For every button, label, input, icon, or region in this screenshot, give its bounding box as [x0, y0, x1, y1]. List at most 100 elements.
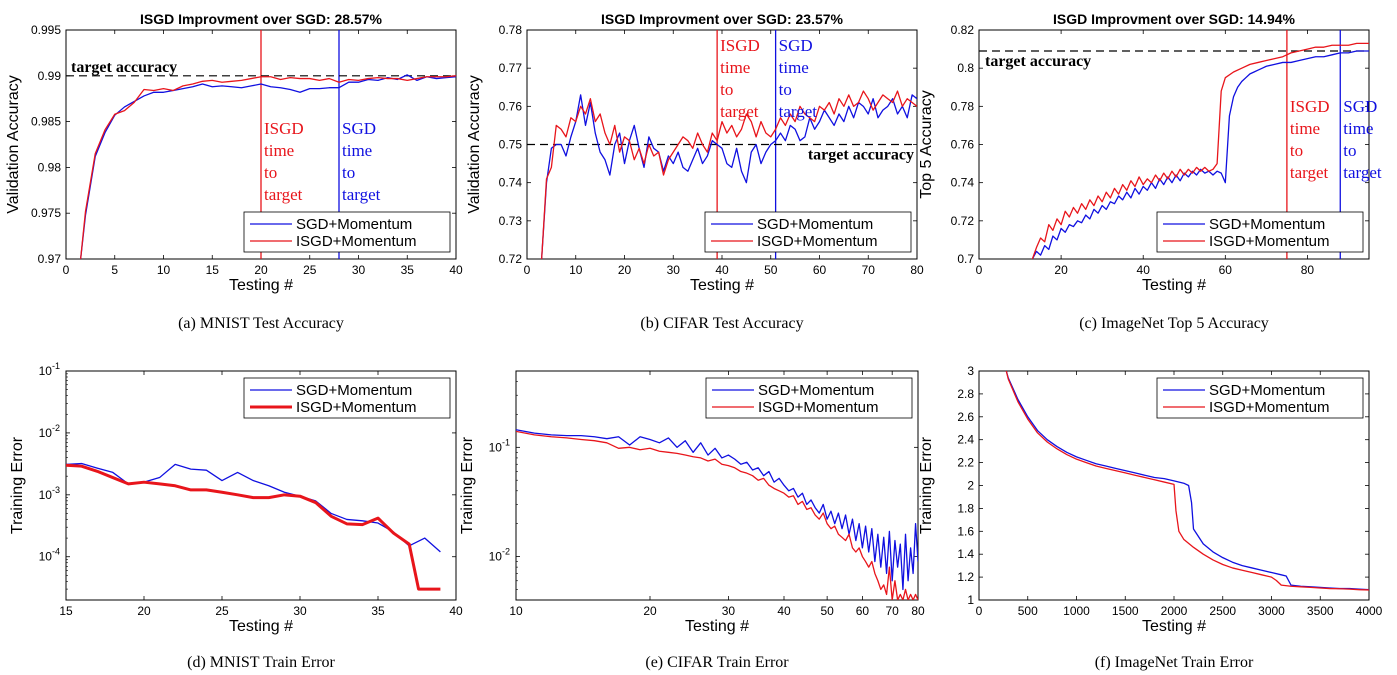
panel-f: 0 500 1000 1500 2000 2500 3000 3500 4000 1 1.2 1.4 1…	[918, 364, 1383, 671]
panel-e: 10 20 30 40 50 60 70 80 10-1 10-2 Testing # Trainin…	[459, 370, 925, 671]
y-tick-exponent: -1	[52, 361, 60, 371]
legend-entry: SGD+Momentum	[758, 382, 874, 399]
x-tick-label: 20	[643, 604, 657, 618]
time-to-target-label: ISGD time to target	[1290, 97, 1330, 182]
y-tick-label: 1.8	[957, 501, 974, 515]
time-to-target-label: SGD time to target	[1343, 97, 1382, 182]
y-tick-label: 1.2	[957, 570, 974, 584]
plot-clip-group	[66, 30, 456, 259]
x-tick-label: 30	[293, 604, 307, 618]
legend-entry: ISGD+Momentum	[296, 399, 416, 416]
time-to-target-word: to	[1290, 141, 1303, 160]
y-tick-label: 10-1	[489, 437, 510, 454]
y-tick-label: 0.995	[31, 23, 61, 37]
y-tick-label: 0.76	[951, 138, 975, 152]
x-tick-label: 10	[569, 263, 583, 277]
panel-c: 0 20 40 60 80 0.7 0.72 0.74 0.76 0.78 0.8 0.82 Testi…	[918, 11, 1382, 332]
series-line-sgd	[1031, 50, 1369, 259]
target-accuracy-label: target accuracy	[985, 53, 1091, 70]
legend-entry: ISGD+Momentum	[1209, 399, 1329, 416]
panel-b: 0 10 20 30 40 50 60 70 80 0.72 0.73 0.74 0.75 0.76 0.7…	[466, 11, 924, 332]
x-tick-label: 3500	[1307, 604, 1334, 618]
chart-title: ISGD Improvment over SGD: 23.57%	[601, 11, 844, 27]
x-tick-label: 15	[59, 604, 73, 618]
y-tick-exponent: -1	[502, 437, 510, 447]
time-to-target-label: ISGD time to target	[720, 36, 760, 121]
series-line-isgd	[516, 430, 918, 600]
y-tick-label: 10-2	[489, 547, 510, 564]
y-tick-label: 0.975	[31, 206, 61, 220]
x-tick-label: 25	[303, 263, 317, 277]
target-accuracy-label: target accuracy	[71, 59, 177, 76]
y-tick-label: 10-1	[39, 361, 60, 378]
y-tick-label: 0.98	[38, 160, 62, 174]
y-tick-label: 3	[967, 364, 974, 378]
x-tick-label: 30	[352, 263, 366, 277]
x-tick-label: 70	[862, 263, 876, 277]
y-tick-exponent: -2	[502, 547, 510, 557]
chart-title: ISGD Improvment over SGD: 14.94%	[1053, 11, 1296, 27]
time-to-target-word: target	[264, 185, 303, 204]
y-tick-label: 2.8	[957, 387, 974, 401]
x-tick-label: 40	[449, 263, 463, 277]
x-tick-label: 60	[813, 263, 827, 277]
y-tick-label: 0.985	[31, 115, 61, 129]
figure-caption: (e) CIFAR Train Error	[645, 654, 789, 671]
figure-caption: (a) MNIST Test Accuracy	[178, 315, 344, 332]
x-tick-label: 50	[820, 604, 834, 618]
x-tick-label: 2500	[1209, 604, 1236, 618]
plot-clip-group	[979, 30, 1369, 259]
time-to-target-label: ISGD time to target	[264, 119, 304, 204]
time-to-target-word: time	[779, 58, 809, 77]
y-tick-label: 10-4	[39, 547, 60, 564]
y-tick-label: 2.4	[957, 433, 974, 447]
y-axis-label: Validation Accuracy	[466, 75, 483, 213]
x-tick-label: 20	[1054, 263, 1068, 277]
y-tick-label: 10-2	[39, 423, 60, 440]
y-tick-label: 0.78	[499, 23, 523, 37]
y-axis-label: Training Error	[918, 436, 935, 534]
legend-box	[705, 377, 913, 419]
y-tick-label: 0.8	[957, 61, 974, 75]
y-tick-label: 0.73	[499, 214, 523, 228]
x-tick-label: 5	[111, 263, 118, 277]
y-tick-label: 0.7	[957, 252, 974, 266]
y-tick-label: 2.6	[957, 410, 974, 424]
time-to-target-word: time	[1343, 119, 1373, 138]
x-tick-label: 0	[63, 263, 70, 277]
time-to-target-word: time	[1290, 119, 1320, 138]
x-tick-label: 35	[371, 604, 385, 618]
y-tick-label: 0.72	[499, 252, 523, 266]
plot-clip-group	[1005, 371, 1369, 591]
y-tick-label: 0.99	[38, 69, 62, 83]
x-tick-label: 30	[722, 604, 736, 618]
time-to-target-word: to	[264, 163, 277, 182]
x-tick-label: 80	[910, 263, 924, 277]
x-tick-label: 35	[401, 263, 415, 277]
figure-caption: (b) CIFAR Test Accuracy	[640, 315, 803, 332]
time-to-target-word: ISGD	[264, 119, 304, 138]
y-tick-label: 0.74	[951, 176, 975, 190]
y-tick-label: 0.74	[499, 176, 523, 190]
legend-box	[704, 211, 912, 253]
x-tick-label: 70	[886, 604, 900, 618]
time-to-target-word: SGD	[342, 119, 376, 138]
legend-box	[1156, 211, 1364, 253]
figure-caption: (f) ImageNet Train Error	[1095, 654, 1254, 671]
y-tick-exponent: -2	[52, 423, 60, 433]
series-line-isgd	[1005, 371, 1369, 591]
y-tick-exponent: -3	[52, 485, 60, 495]
x-tick-label: 0	[976, 263, 983, 277]
y-axis-label: Training Error	[459, 436, 476, 534]
x-tick-label: 500	[1018, 604, 1038, 618]
x-tick-label: 40	[777, 604, 791, 618]
x-tick-label: 0	[976, 604, 983, 618]
x-tick-label: 20	[137, 604, 151, 618]
series-line-sgd	[516, 429, 918, 591]
legend-entry: SGD+Momentum	[757, 216, 873, 233]
y-tick-exponent: -4	[52, 547, 60, 557]
y-tick-label: 10-3	[39, 485, 60, 502]
